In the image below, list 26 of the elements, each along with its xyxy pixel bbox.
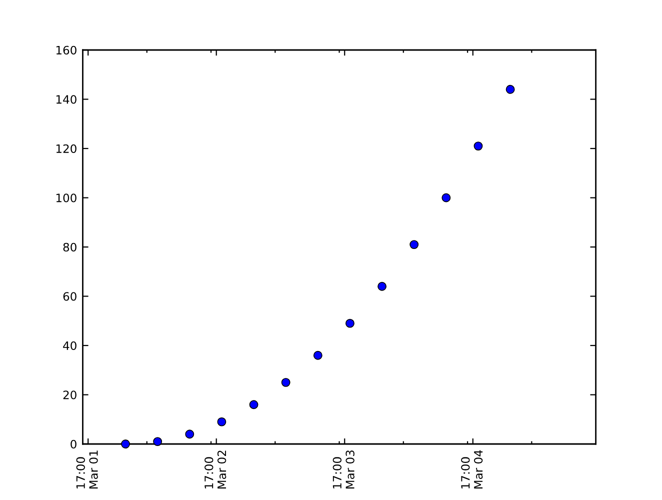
point [474,142,483,151]
point [345,318,354,328]
point [121,440,130,448]
y-tick-label: 100 [56,194,76,202]
y-tick-label: 40 [63,341,76,350]
point [410,240,419,250]
x-tick-label: 17:00 Mar 03 [332,450,354,489]
y-tick-label: 140 [56,95,76,104]
point [153,437,162,446]
y-tick-label: 20 [63,390,76,400]
point [281,378,290,387]
y-tick-label: 0 [70,440,76,449]
point [249,400,258,410]
point [442,193,451,202]
point [185,430,194,439]
y-tick-label: 80 [63,242,76,252]
y-tick-label: 120 [56,144,76,154]
y-tick-label: 60 [63,292,76,301]
x-tick-label: 17:00 Mar 02 [204,450,226,489]
x-tick-label: 17:00 Mar 04 [461,450,483,489]
y-tick-label: 160 [56,46,76,55]
x-tick-label: 17:00 Mar 01 [76,450,98,489]
point [506,84,515,94]
point [313,350,322,360]
point [217,417,226,426]
point [378,282,386,291]
